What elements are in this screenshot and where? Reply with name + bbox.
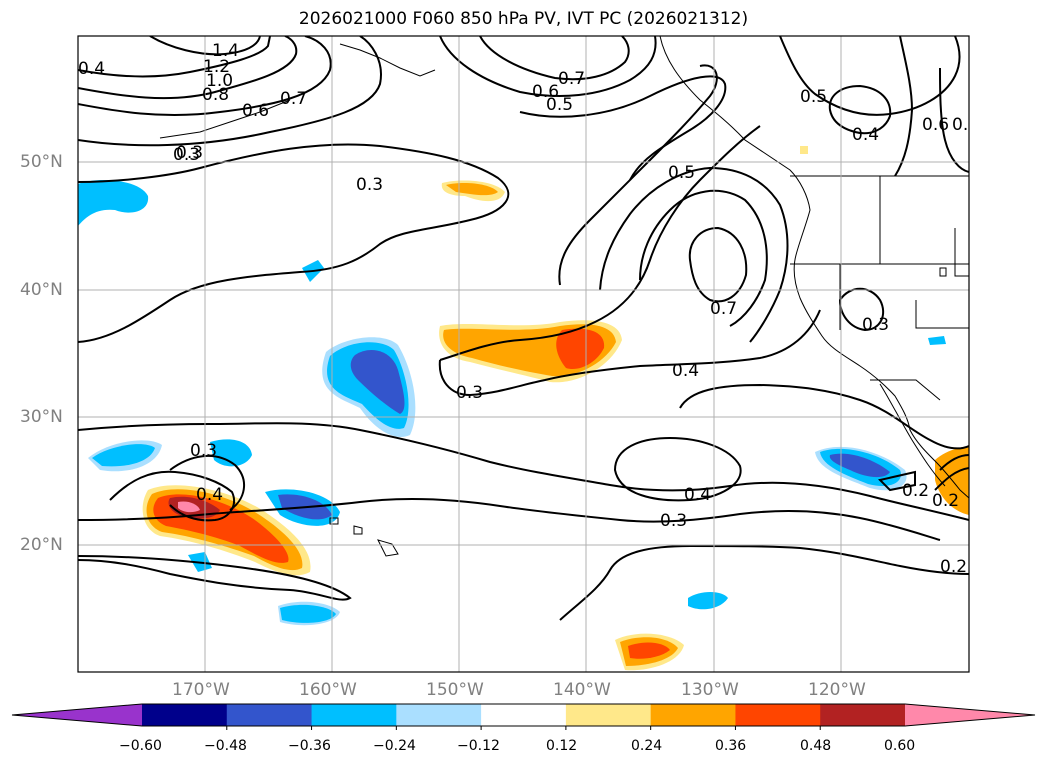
contour-label: 0.7 [280,89,307,109]
colorbar [11,703,1036,730]
colorbar-swatch [226,704,313,726]
contour-label: 0.5 [800,87,827,107]
contour-label: 0.7 [952,115,979,135]
lat-label-40n: 40°N [20,280,63,300]
lon-label-160w: 160°W [299,680,357,700]
contour-label: 0.8 [202,85,229,105]
colorbar-swatch [650,704,736,726]
contour-labels: 1.4 1.2 1.0 0.8 0.6 0.4 0.3 0.3 0.7 0.6 … [78,41,979,577]
lat-label-50n: 50°N [20,152,63,172]
lon-label-140w: 140°W [553,680,611,700]
contour-label: 0.4 [672,361,699,381]
contour-label: 1.4 [212,41,239,61]
map-title: 2026021000 F060 850 hPa PV, IVT PC (2026… [298,9,749,29]
contour-label: 0.3 [660,511,687,531]
contour-label: 1.0 [206,71,233,91]
colorbar-tick-label: −0.60 [119,738,162,754]
lon-label-120w: 120°W [808,680,866,700]
lon-label-130w: 130°W [681,680,739,700]
contour-label: 0.7 [710,299,737,319]
lat-label-20n: 20°N [20,535,63,555]
colorbar-tick-label: −0.12 [457,738,500,754]
pv-contours [78,36,969,621]
contour-label: 0.5 [668,163,695,183]
contour-label: 0.6 [532,82,559,102]
contour-label: 0.3 [456,383,483,403]
colorbar-swatch [735,704,821,726]
colorbar-tick-label: 0.60 [884,738,916,754]
coastlines [159,36,969,557]
contour-label: 0.3 [173,145,200,165]
colorbar-swatch [311,704,397,726]
contour-label: 0.6 [242,101,269,121]
contour-label: 1.2 [203,57,230,77]
colorbar-extend-high [905,704,1035,726]
colorbar-swatch [820,704,906,726]
colorbar-tick-label: −0.24 [373,738,416,754]
contour-label: 0.2 [902,481,929,501]
contour-label: 0.6 [922,115,949,135]
contour-label: 0.2 [932,491,959,511]
contour-label: 0.3 [356,175,383,195]
contour-label: 0.3 [190,441,217,461]
graticule [78,36,969,672]
contour-label: 0.4 [852,125,879,145]
colorbar-swatch [396,704,482,726]
colorbar-swatch [481,704,567,726]
colorbar-tick-label: −0.36 [288,738,331,754]
shaded-field [78,146,969,671]
colorbar-tick-label: 0.24 [631,738,663,754]
contour-label: 0.2 [940,557,967,577]
map-frame [77,35,970,673]
colorbar-tick-label: −0.48 [204,738,247,754]
map-plot-area: 1.4 1.2 1.0 0.8 0.6 0.4 0.3 0.3 0.7 0.6 … [78,36,979,672]
colorbar-tick-label: 0.48 [800,738,832,754]
colorbar-tick-label: 0.36 [715,738,747,754]
contour-label: 0.5 [546,95,573,115]
lat-label-30n: 30°N [20,407,63,427]
lon-label-150w: 150°W [426,680,484,700]
colorbar-outline [11,703,1036,727]
colorbar-extend-low [12,704,142,726]
contour-label: 0.4 [196,485,223,505]
contour-label: 0.3 [176,143,203,163]
contour-label: 0.3 [862,315,889,335]
contour-label: 0.4 [684,485,711,505]
contour-label: 0.4 [78,59,105,79]
colorbar-swatch [142,704,228,726]
colorbar-swatch [565,704,652,726]
colorbar-tick-label: 0.12 [546,738,578,754]
borders [790,175,969,401]
lon-label-170w: 170°W [172,680,230,700]
contour-label: 0.7 [558,69,585,89]
